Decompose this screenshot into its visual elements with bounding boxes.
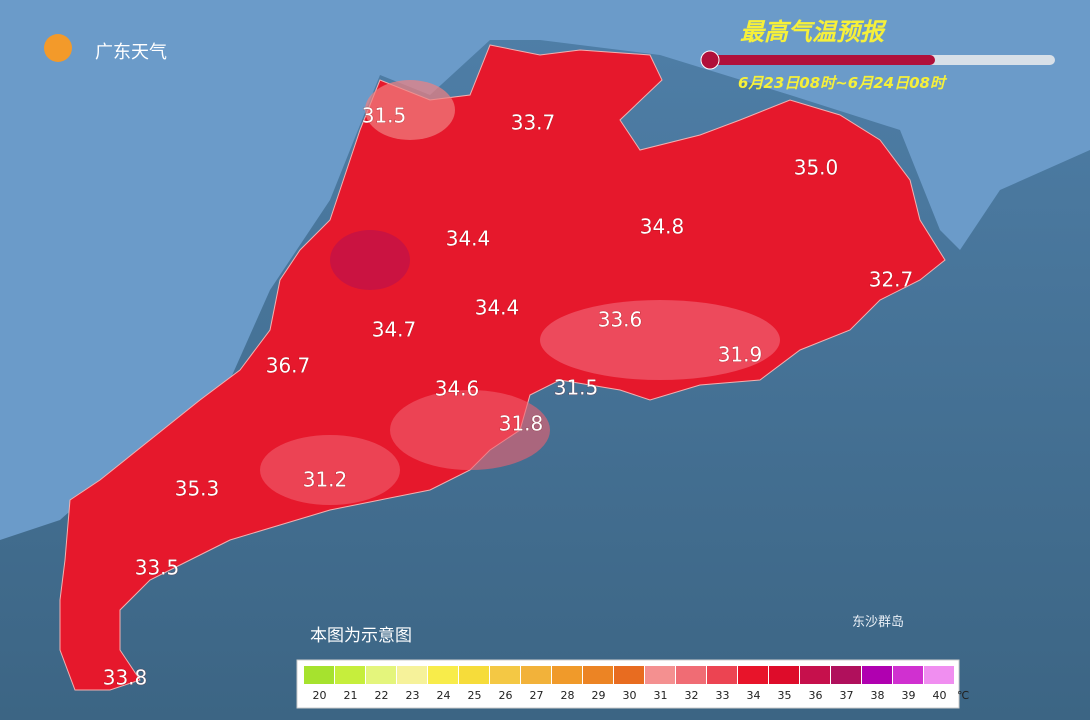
legend-label: 32 xyxy=(685,689,699,702)
temp: 31.2 xyxy=(303,468,348,492)
temp: 33.6 xyxy=(598,308,643,332)
cool-zone xyxy=(390,390,550,470)
legend-label: 28 xyxy=(561,689,575,702)
legend-label: 35 xyxy=(778,689,792,702)
legend-swatch xyxy=(428,666,458,684)
subtitle: 6月23日08时~6月24日08时 xyxy=(738,74,948,92)
temp: 33.7 xyxy=(511,111,556,135)
legend-swatch xyxy=(645,666,675,684)
temp: 34.4 xyxy=(446,227,491,251)
legend-swatch xyxy=(893,666,923,684)
temp: 31.5 xyxy=(362,104,407,128)
legend-swatch xyxy=(397,666,427,684)
legend-label: 36 xyxy=(809,689,823,702)
legend-swatch xyxy=(800,666,830,684)
cool-zone xyxy=(260,435,400,505)
temp: 34.4 xyxy=(475,296,520,320)
temp: 34.6 xyxy=(435,377,480,401)
hot-zone xyxy=(330,230,410,290)
legend-label: 31 xyxy=(654,689,668,702)
legend-label: 24 xyxy=(437,689,451,702)
legend-label: 26 xyxy=(499,689,513,702)
legend-label: 38 xyxy=(871,689,885,702)
legend-swatch xyxy=(831,666,861,684)
legend-swatch xyxy=(614,666,644,684)
legend-label: 40 xyxy=(933,689,947,702)
temp: 36.7 xyxy=(266,354,311,378)
legend-unit: ℃ xyxy=(957,689,969,702)
cool-zone xyxy=(540,300,780,380)
legend-swatch xyxy=(769,666,799,684)
legend-swatch xyxy=(521,666,551,684)
legend-swatch xyxy=(583,666,613,684)
temp: 31.5 xyxy=(554,376,599,400)
legend-label: 25 xyxy=(468,689,482,702)
legend-label: 29 xyxy=(592,689,606,702)
legend-swatch xyxy=(304,666,334,684)
legend-swatch xyxy=(335,666,365,684)
cool-zone xyxy=(365,80,455,140)
temp: 32.7 xyxy=(869,268,914,292)
note: 本图为示意图 xyxy=(310,626,412,646)
temp: 33.5 xyxy=(135,556,180,580)
mainland xyxy=(0,0,1090,540)
temp: 35.0 xyxy=(794,156,839,180)
legend-label: 30 xyxy=(623,689,637,702)
logo: 广东天气 xyxy=(95,42,167,63)
legend-swatch xyxy=(459,666,489,684)
temp: 31.8 xyxy=(499,412,544,436)
guangdong xyxy=(59,44,946,691)
logo-icon xyxy=(44,34,72,62)
title: 最高气温预报 xyxy=(740,18,887,46)
legend-swatch xyxy=(676,666,706,684)
temp: 34.7 xyxy=(372,318,417,342)
temp: 33.8 xyxy=(103,666,148,690)
temp: 31.9 xyxy=(718,343,763,367)
temp: 35.3 xyxy=(175,477,220,501)
legend-label: 21 xyxy=(344,689,358,702)
legend-label: 23 xyxy=(406,689,420,702)
legend-swatch xyxy=(490,666,520,684)
legend-label: 37 xyxy=(840,689,854,702)
temp: 34.8 xyxy=(640,215,685,239)
island: 东沙群岛 xyxy=(852,614,904,630)
legend-swatch xyxy=(707,666,737,684)
legend-label: 39 xyxy=(902,689,916,702)
legend-swatch xyxy=(366,666,396,684)
legend-swatch xyxy=(924,666,954,684)
thermo-fill xyxy=(705,55,935,65)
legend-swatch xyxy=(862,666,892,684)
legend-label: 27 xyxy=(530,689,544,702)
legend-label: 33 xyxy=(716,689,730,702)
legend-swatch xyxy=(738,666,768,684)
legend-label: 34 xyxy=(747,689,761,702)
thermo-bulb xyxy=(700,50,720,70)
legend-swatch xyxy=(552,666,582,684)
legend-label: 22 xyxy=(375,689,389,702)
legend-label: 20 xyxy=(313,689,327,702)
